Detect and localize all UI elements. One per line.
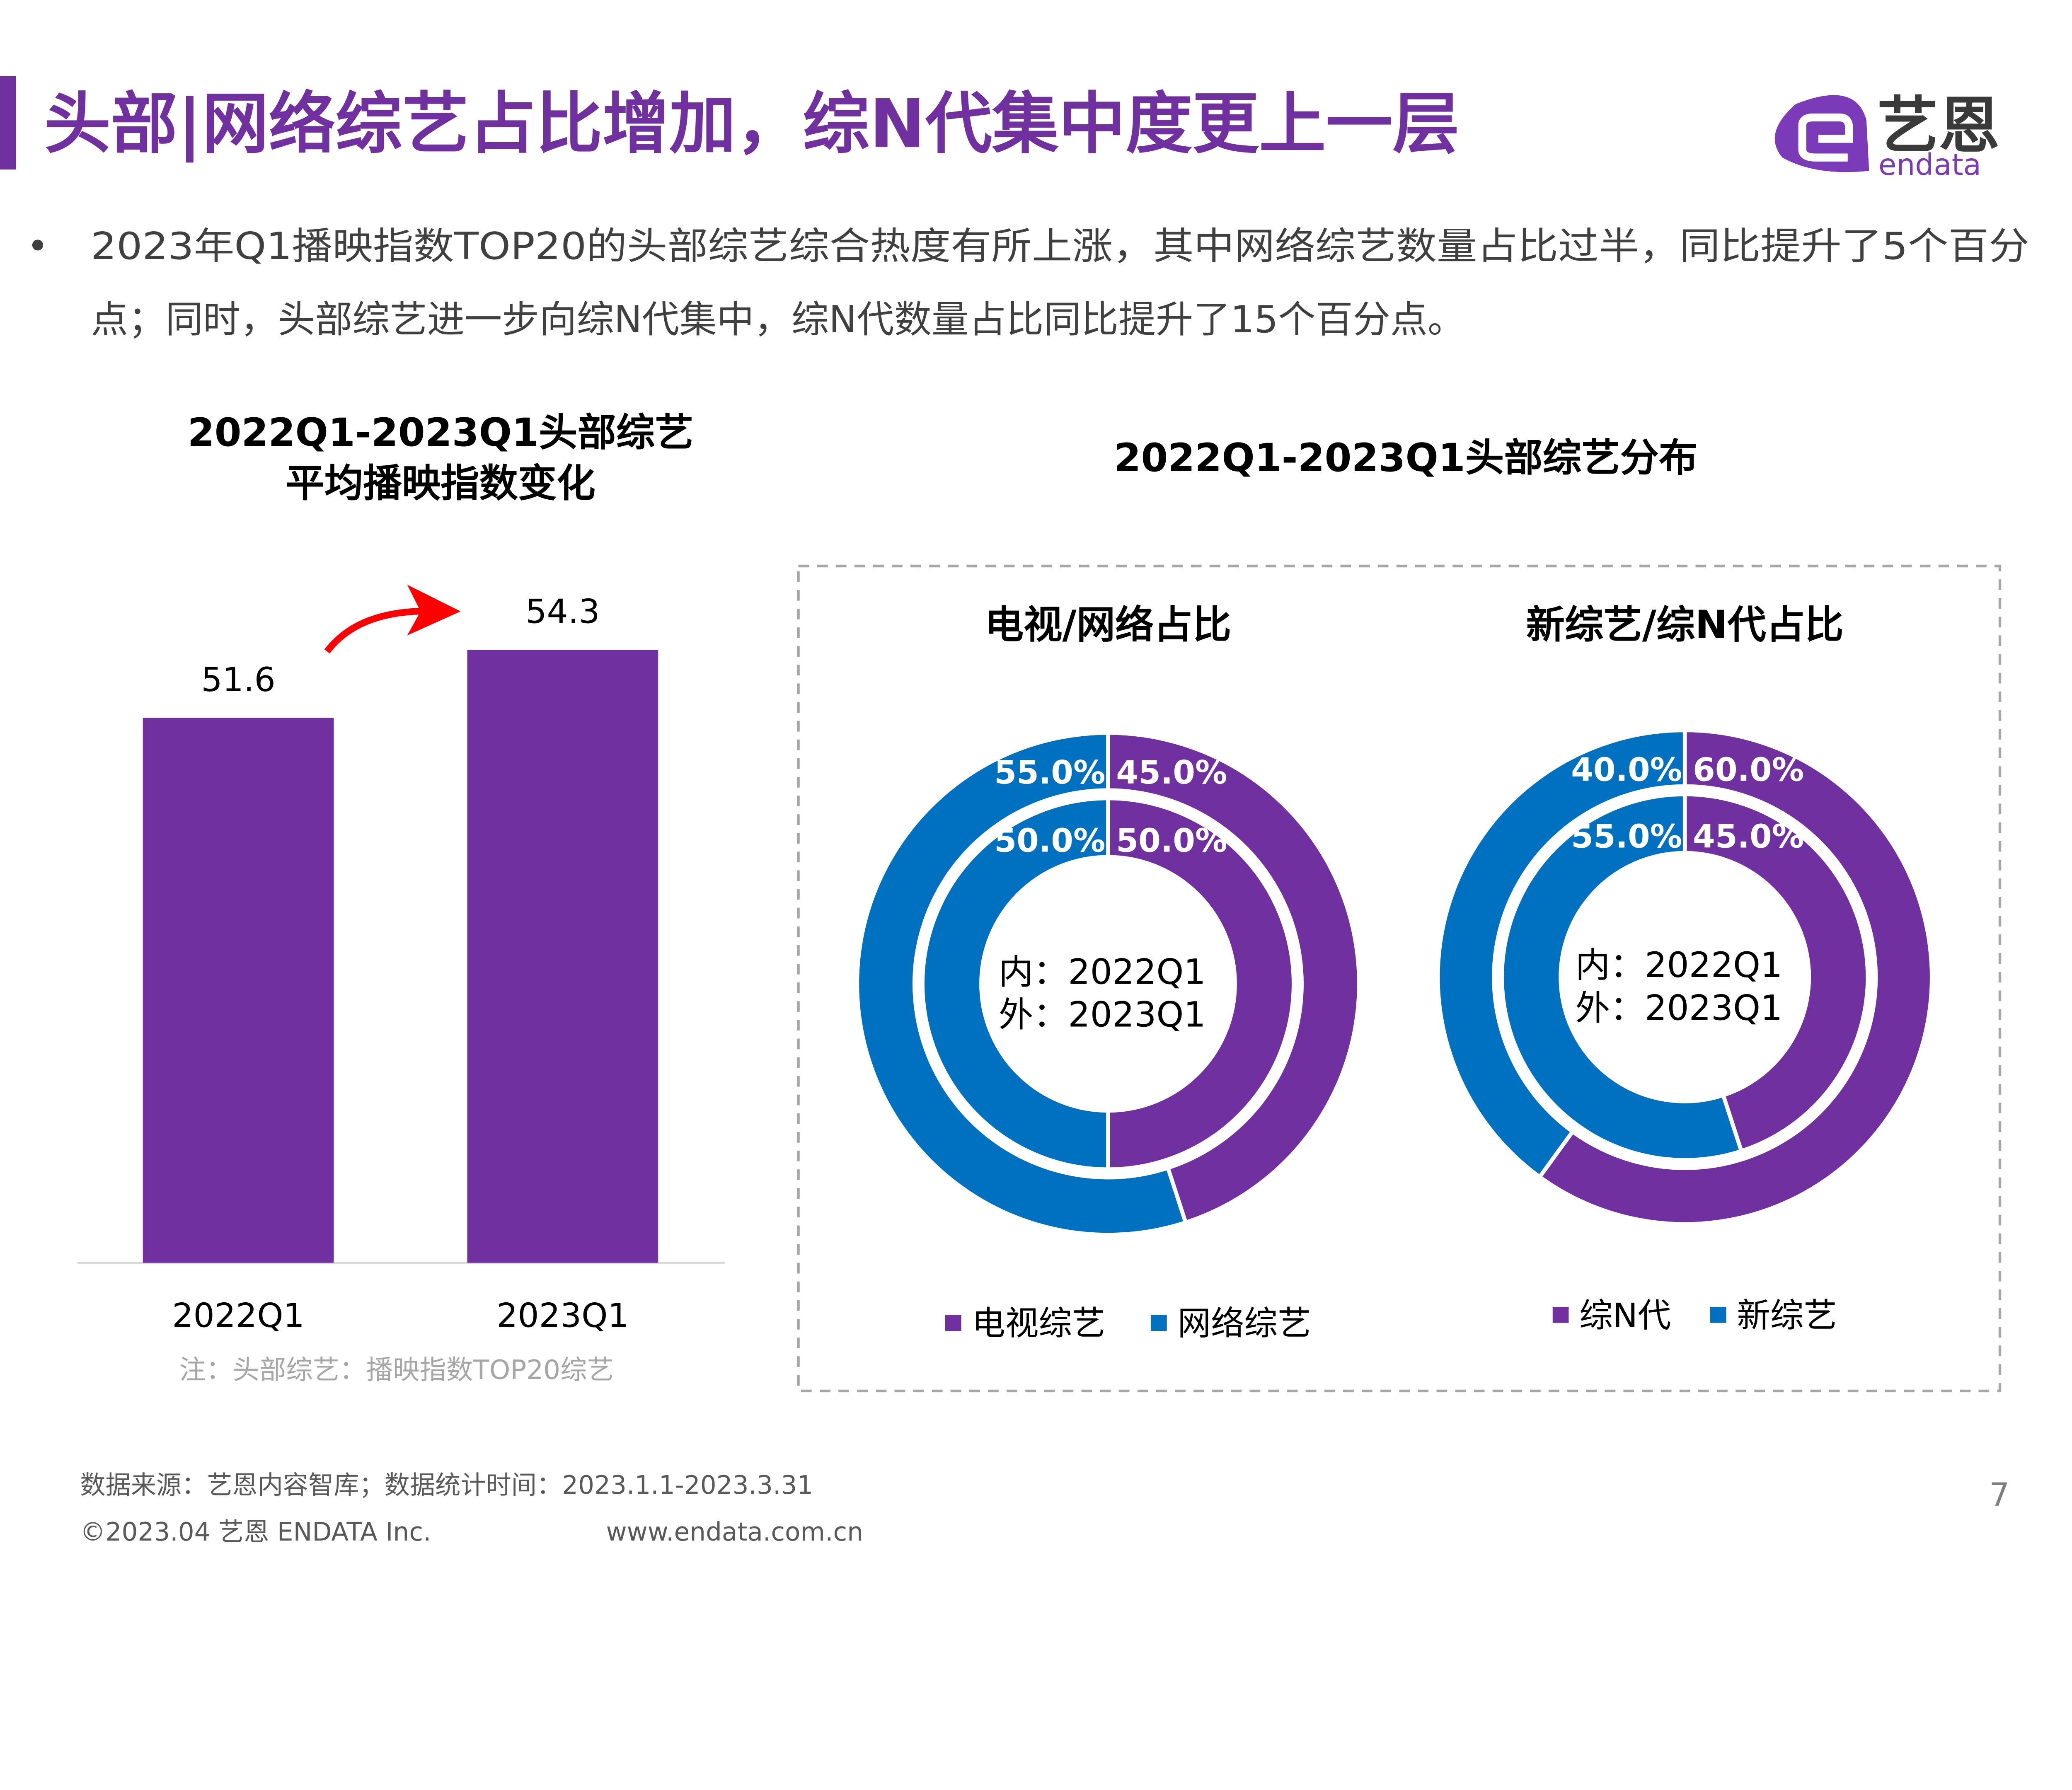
logo-text-cn: 艺恩 bbox=[1877, 90, 2000, 161]
bar-value-label: 51.6 bbox=[201, 660, 275, 699]
outer-ring-slice-综N代 bbox=[1537, 728, 1934, 1226]
outer-ring-slice-电视综艺 bbox=[1106, 731, 1361, 1225]
footer-website[interactable]: www.endata.com.cn bbox=[606, 1517, 863, 1547]
center-label-inner: 内：2022Q1 bbox=[1576, 945, 1783, 985]
endata-logo: 艺恩 endata bbox=[1774, 90, 2000, 182]
inner-ring-slice-电视综艺 bbox=[1106, 796, 1296, 1172]
bar-2022Q1 bbox=[143, 718, 334, 1263]
summary-line-2: 点；同时，头部综艺进一步向综N代集中，综N代数量占比同比提升了15个百分点。 bbox=[91, 298, 1465, 341]
bar-chart-note: 注：头部综艺：播映指数TOP20综艺 bbox=[179, 1355, 614, 1386]
slide: 头部|网络综艺占比增加，综N代集中度更上一层 艺恩 endata • 2023年… bbox=[0, 76, 2029, 1547]
legend-swatch bbox=[1710, 1306, 1726, 1323]
outer-ring-slice-网络综艺 bbox=[855, 731, 1188, 1237]
footer-source: 数据来源：艺恩内容智库；数据统计时间：2023.1.1-2023.3.31 bbox=[80, 1471, 813, 1500]
logo-text-en: endata bbox=[1878, 148, 1981, 182]
bullet: • bbox=[27, 225, 48, 268]
outer-label-purple: 45.0% bbox=[1116, 754, 1227, 791]
donut-title: 新综艺/综N代占比 bbox=[1526, 602, 1844, 648]
bar-chart-title-line-2: 平均播映指数变化 bbox=[286, 461, 595, 506]
arrow-head-icon bbox=[407, 585, 461, 636]
bar-chart-title-line-1: 2022Q1-2023Q1头部综艺 bbox=[188, 410, 694, 455]
legend-swatch bbox=[1151, 1315, 1167, 1331]
legend-label: 新综艺 bbox=[1737, 1296, 1837, 1335]
donut-group-frame bbox=[797, 564, 2002, 1393]
page-number: 7 bbox=[1989, 1476, 2009, 1514]
page-title: 头部|网络综艺占比增加，综N代集中度更上一层 bbox=[44, 85, 1459, 162]
outer-ring-slice-新综艺 bbox=[1435, 728, 1687, 1180]
bar-2023Q1 bbox=[467, 650, 658, 1263]
donut-charts: 电视/网络占比45.0%55.0%50.0%50.0%内：2022Q1外：202… bbox=[855, 602, 1934, 1343]
inner-label-purple: 45.0% bbox=[1693, 818, 1804, 856]
legend-swatch bbox=[1552, 1306, 1569, 1323]
legend-label: 电视综艺 bbox=[972, 1304, 1105, 1343]
legend-swatch bbox=[945, 1315, 961, 1331]
center-label-inner: 内：2022Q1 bbox=[999, 951, 1206, 992]
inner-ring-slice-新综艺 bbox=[1500, 792, 1744, 1162]
legend-label: 综N代 bbox=[1579, 1296, 1671, 1335]
footer-copyright: ©2023.04 艺恩 ENDATA Inc. bbox=[80, 1517, 431, 1547]
summary-line-1: 2023年Q1播映指数TOP20的头部综艺综合热度有所上涨，其中网络综艺数量占比… bbox=[91, 225, 2029, 268]
inner-label-blue: 55.0% bbox=[1571, 818, 1682, 856]
center-label-outer: 外：2023Q1 bbox=[999, 994, 1206, 1035]
inner-ring-slice-网络综艺 bbox=[920, 796, 1110, 1172]
outer-label-purple: 60.0% bbox=[1693, 752, 1804, 789]
x-tick-label: 2022Q1 bbox=[172, 1296, 305, 1335]
donut-title: 电视/网络占比 bbox=[985, 602, 1232, 648]
inner-label-purple: 50.0% bbox=[1116, 822, 1227, 859]
bar-value-label: 54.3 bbox=[525, 592, 600, 631]
donut-group-title: 2022Q1-2023Q1头部综艺分布 bbox=[1114, 435, 1697, 481]
legend-label: 网络综艺 bbox=[1177, 1304, 1311, 1343]
title-accent-bar bbox=[0, 76, 16, 170]
bar-chart: 2022Q1-2023Q1头部综艺 平均播映指数变化 注：头部综艺：播映指数TO… bbox=[77, 410, 725, 1386]
inner-ring-slice-综N代 bbox=[1682, 792, 1870, 1154]
outer-label-blue: 55.0% bbox=[994, 754, 1105, 791]
inner-label-blue: 50.0% bbox=[994, 822, 1105, 859]
x-tick-label: 2023Q1 bbox=[496, 1296, 629, 1335]
center-label-outer: 外：2023Q1 bbox=[1576, 987, 1783, 1028]
outer-label-blue: 40.0% bbox=[1571, 752, 1682, 789]
